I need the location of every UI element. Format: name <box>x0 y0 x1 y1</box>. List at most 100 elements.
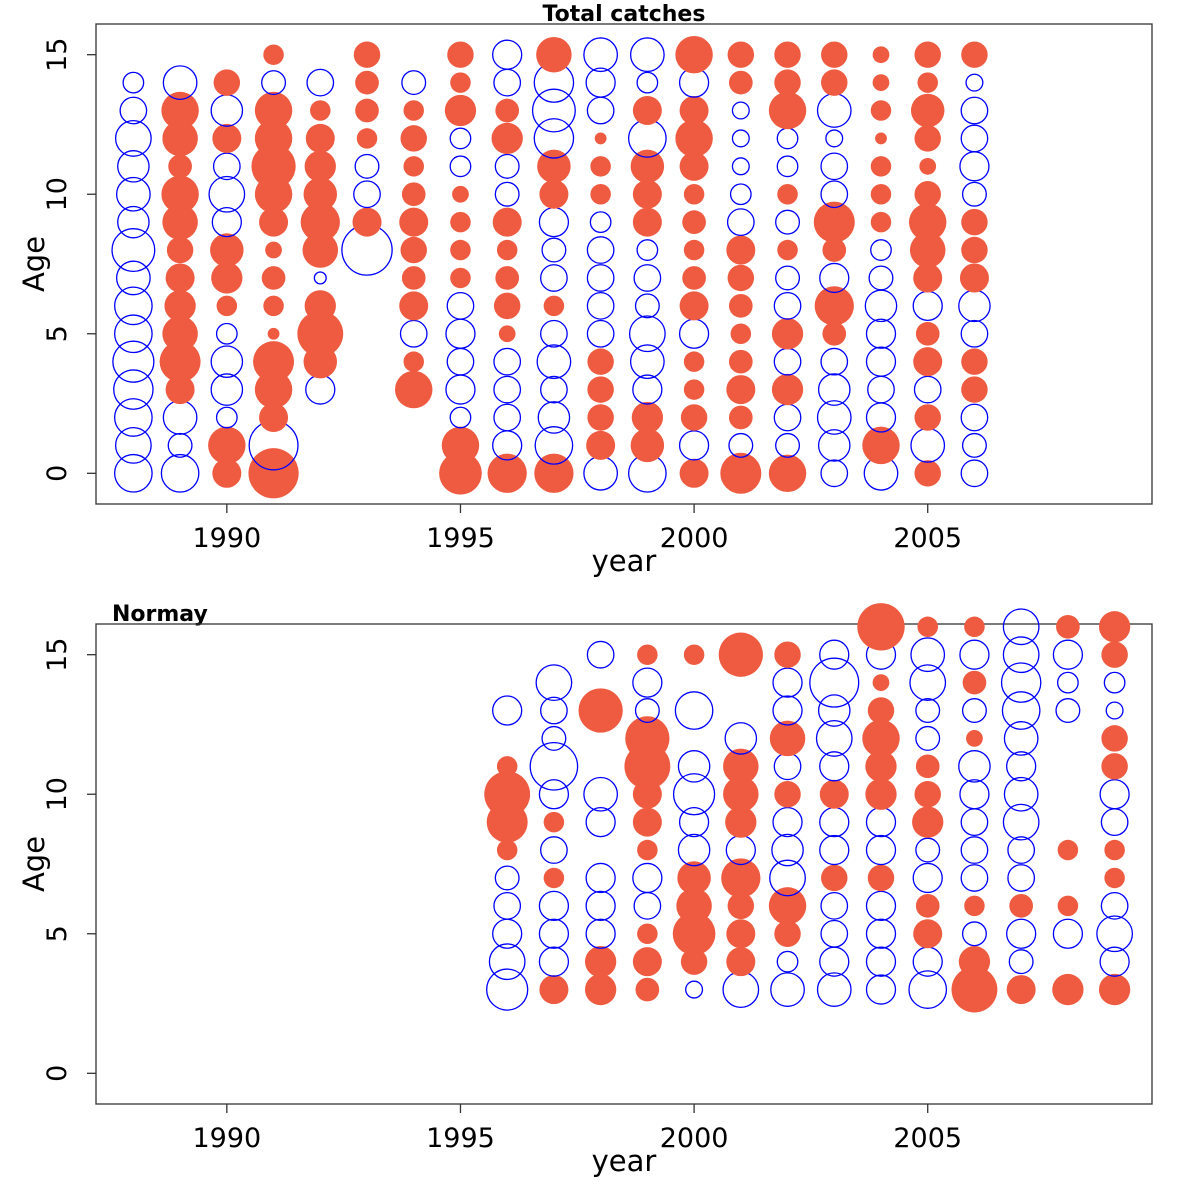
bubble-negative <box>111 228 156 273</box>
bubble-negative <box>913 375 942 404</box>
bubble-negative <box>636 71 659 94</box>
bubble-positive <box>915 894 940 918</box>
x-tick-label: 1990 <box>192 1123 261 1154</box>
bubble-positive <box>166 236 194 264</box>
bubble-positive <box>915 754 940 779</box>
bubble-negative <box>959 639 990 670</box>
bubble-negative <box>160 453 200 493</box>
bubble-positive <box>966 730 983 747</box>
bubble-positive <box>718 632 763 677</box>
bubble-positive <box>672 912 716 956</box>
bubble-positive <box>212 458 242 488</box>
bubble-positive <box>401 266 426 290</box>
bubble-positive <box>590 183 611 205</box>
bubble-negative <box>531 88 576 133</box>
bubble-positive <box>961 348 988 375</box>
bubble-positive <box>914 180 941 208</box>
bubble-positive <box>774 920 801 948</box>
bubble-negative <box>819 262 850 294</box>
y-tick-label: 10 <box>42 177 73 211</box>
bubble-negative <box>776 155 799 178</box>
bubble-negative <box>1007 864 1036 892</box>
bubble-negative <box>488 943 526 981</box>
bubble-positive <box>587 404 614 431</box>
bubble-negative <box>816 400 852 435</box>
bubble-negative <box>865 974 897 1005</box>
panel-normay: Normay 0 5 10 15 1990 1995 2000 2005 Age year <box>17 602 1153 1178</box>
bubble-negative <box>825 129 844 148</box>
bubble-negative <box>908 970 948 1009</box>
bubble-negative <box>724 722 758 755</box>
bubble-positive <box>208 426 246 465</box>
bubble-negative <box>677 833 711 867</box>
bubble-positive <box>774 41 801 68</box>
bubble-negative <box>538 946 570 977</box>
bubble-negative <box>583 37 619 73</box>
bubble-positive <box>216 295 238 317</box>
bubble-negative <box>958 750 991 783</box>
bubble-positive <box>254 119 293 158</box>
bubble-positive <box>961 41 988 68</box>
bubble-positive <box>872 674 890 691</box>
bubble-negative <box>685 980 704 999</box>
x-axis-label: year <box>592 1144 657 1178</box>
bubble-negative <box>628 315 666 353</box>
bubble-negative <box>586 236 615 264</box>
bubble-positive <box>727 264 755 292</box>
bubble-positive <box>1057 895 1079 917</box>
bubble-negative <box>633 891 662 920</box>
bubble-positive <box>728 70 753 95</box>
bubble-negative <box>820 347 849 376</box>
bubble-negative <box>776 127 799 150</box>
bubble-negative <box>119 96 148 125</box>
bubble-negative <box>1052 639 1084 670</box>
bubble-negative <box>677 750 711 783</box>
bubble-positive <box>1006 975 1036 1005</box>
bubble-positive <box>444 94 477 127</box>
bubble-positive <box>951 966 998 1013</box>
bubble-negative <box>210 345 244 378</box>
x-tick-label: 2000 <box>660 523 729 554</box>
bubble-negative <box>1103 671 1126 694</box>
bubble-negative <box>817 373 851 406</box>
bubble-negative <box>162 400 198 435</box>
bubble-positive <box>777 239 798 261</box>
y-axis: 0 5 10 15 <box>42 38 96 482</box>
bubble-positive <box>917 72 938 93</box>
bubble-negative <box>215 322 238 345</box>
bubble-negative <box>961 921 987 947</box>
bubble-negative <box>529 741 579 791</box>
bubble-negative <box>167 432 193 458</box>
bubble-positive <box>683 351 705 372</box>
bubble-negative <box>864 289 898 323</box>
bubble-positive <box>395 370 433 409</box>
bubble-positive <box>632 807 662 837</box>
bubble-negative <box>1096 915 1134 953</box>
bubble-positive <box>213 69 241 96</box>
bubble-positive <box>447 41 474 68</box>
bubble-positive <box>452 185 469 203</box>
bubble-negative <box>965 73 984 92</box>
bubble-negative <box>114 120 152 157</box>
bubble-positive <box>210 233 244 267</box>
bubble-positive <box>730 323 752 345</box>
bubble-positive <box>813 201 855 243</box>
bubble-positive <box>867 697 895 724</box>
bubble-negative <box>809 657 860 708</box>
bubble-negative <box>632 862 663 894</box>
bubble-positive <box>637 644 658 665</box>
bubble-negative <box>865 946 897 977</box>
x-tick-label: 1995 <box>426 523 495 554</box>
bubble-positive <box>962 670 987 695</box>
bubble-negative <box>210 373 244 406</box>
y-tick-label: 0 <box>42 1065 73 1082</box>
bubble-positive <box>259 402 289 432</box>
bubble-negative <box>629 344 665 380</box>
bubble-negative <box>589 211 612 234</box>
bubble-negative <box>915 698 941 724</box>
bubble-positive <box>161 91 199 130</box>
bubble-positive <box>769 720 806 757</box>
bubble-positive <box>914 780 941 808</box>
bubble-negative <box>909 664 947 702</box>
